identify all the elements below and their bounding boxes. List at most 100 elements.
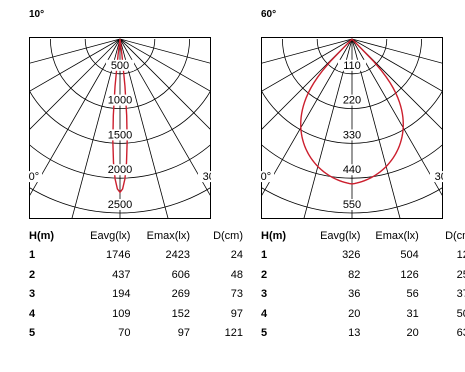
grid-spoke <box>119 38 211 131</box>
plot-frame <box>261 37 443 219</box>
cell-eavg: 36 <box>348 288 361 301</box>
distribution-curve <box>300 38 404 185</box>
table-row: 1 326 504 126 <box>261 246 465 266</box>
cell-eavg: 82 <box>348 268 361 281</box>
radial-tick-label: 2500 <box>108 199 132 211</box>
cell-diameter: 97 <box>230 307 243 320</box>
cell-diameter: 504 <box>456 307 465 320</box>
table-row: 5 70 97 121 <box>29 324 243 344</box>
angle-label: 30° <box>203 171 211 183</box>
cell-diameter: 252 <box>456 268 465 281</box>
radial-tick-bg <box>338 164 366 176</box>
radial-tick-label: 500 <box>111 60 129 72</box>
radial-tick-label: 440 <box>343 164 361 176</box>
grid-spoke <box>261 38 353 64</box>
radial-tick-label: 110 <box>343 60 361 72</box>
angle-label-bg <box>261 171 275 183</box>
illuminance-table: H(m) Eavg(lx) Emax(lx) D(cm) 1 1746 2423 24… <box>29 226 243 343</box>
cell-emax: 504 <box>400 249 419 262</box>
col-header-emax: Emax(lx) <box>146 229 191 242</box>
table-row: 4 109 152 97 <box>29 304 243 324</box>
radial-tick-bg <box>106 199 134 210</box>
cell-diameter: 121 <box>224 327 243 340</box>
cell-diameter: 73 <box>230 288 243 301</box>
grid-spoke <box>303 38 353 219</box>
chart-title: 60° <box>261 9 277 20</box>
grid-spoke <box>29 38 121 64</box>
radial-tick-label: 550 <box>343 199 361 211</box>
radial-tick-bg <box>338 59 366 71</box>
cell-eavg: 1746 <box>105 249 131 262</box>
chart-title: 10° <box>29 9 45 20</box>
radial-tick-bg <box>338 94 366 106</box>
table-header-row: H(m) Eavg(lx) Emax(lx) D(cm) <box>261 226 465 246</box>
radial-tick-label: 2000 <box>108 164 132 176</box>
col-header-diameter: D(cm) <box>213 229 243 242</box>
col-header-height: H(m) <box>29 229 55 242</box>
radial-tick-bg <box>338 129 366 141</box>
cell-height: 3 <box>261 288 268 301</box>
cell-emax: 152 <box>171 307 191 320</box>
cell-height: 1 <box>261 249 268 262</box>
grid-spoke <box>261 38 353 93</box>
grid-ring <box>50 38 190 109</box>
table-row: 3 36 56 378 <box>261 285 465 305</box>
cell-height: 4 <box>261 307 268 320</box>
table-header-row: H(m) Eavg(lx) Emax(lx) D(cm) <box>29 226 243 246</box>
cell-diameter: 24 <box>230 249 243 262</box>
table-row: 2 437 606 48 <box>29 265 243 285</box>
grid-ring <box>261 89 443 144</box>
cell-height: 5 <box>29 327 36 340</box>
cell-emax: 20 <box>406 327 419 340</box>
grid-spoke <box>29 38 121 131</box>
col-header-emax: Emax(lx) <box>375 229 419 242</box>
angle-label-bg <box>29 171 43 183</box>
col-header-height: H(m) <box>261 229 287 242</box>
cell-emax: 606 <box>171 268 191 281</box>
grid-spoke <box>261 38 353 131</box>
cell-emax: 269 <box>171 288 191 301</box>
radial-tick-label: 1000 <box>108 95 132 107</box>
table-row: 3 194 269 73 <box>29 285 243 305</box>
distribution-curve <box>112 38 128 194</box>
plot-frame <box>29 37 211 219</box>
grid-spoke <box>29 38 121 93</box>
grid-spoke <box>351 38 443 64</box>
cell-eavg: 109 <box>112 307 131 320</box>
cell-diameter: 630 <box>456 327 465 340</box>
grid-ring <box>29 89 211 144</box>
grid-spoke <box>351 38 443 131</box>
cell-eavg: 437 <box>112 268 131 281</box>
cell-eavg: 194 <box>112 288 131 301</box>
table-row: 2 82 126 252 <box>261 265 465 285</box>
angle-label-bg <box>429 171 443 183</box>
table-row: 4 20 31 504 <box>261 304 465 324</box>
cell-height: 1 <box>29 249 36 262</box>
cell-diameter: 126 <box>456 249 465 262</box>
cell-eavg: 326 <box>342 249 361 262</box>
radial-tick-bg <box>338 199 366 210</box>
radial-tick-bg <box>106 164 134 176</box>
grid-spoke <box>119 38 211 64</box>
cell-emax: 2423 <box>165 249 191 262</box>
radial-tick-label: 220 <box>343 95 361 107</box>
illuminance-table: H(m) Eavg(lx) Emax(lx) D(cm) 1326504126 … <box>261 226 465 343</box>
grid-ring <box>84 38 156 75</box>
cell-emax: 56 <box>406 288 419 301</box>
grid-ring <box>316 38 388 75</box>
cell-height: 2 <box>29 268 36 281</box>
cell-emax: 31 <box>406 307 419 320</box>
grid-spoke <box>71 38 121 219</box>
grid-spoke <box>119 38 211 93</box>
col-header-eavg: Eavg(lx) <box>90 229 131 242</box>
radial-tick-bg <box>106 59 134 71</box>
grid-ring <box>261 186 443 214</box>
col-header-diameter: D(cm) <box>445 229 465 242</box>
radial-tick-label: 1500 <box>108 129 132 141</box>
cell-height: 2 <box>261 268 268 281</box>
cell-height: 4 <box>29 307 36 320</box>
col-header-eavg: Eavg(lx) <box>320 229 361 242</box>
table-row: 5 13 20 630 <box>261 324 465 344</box>
